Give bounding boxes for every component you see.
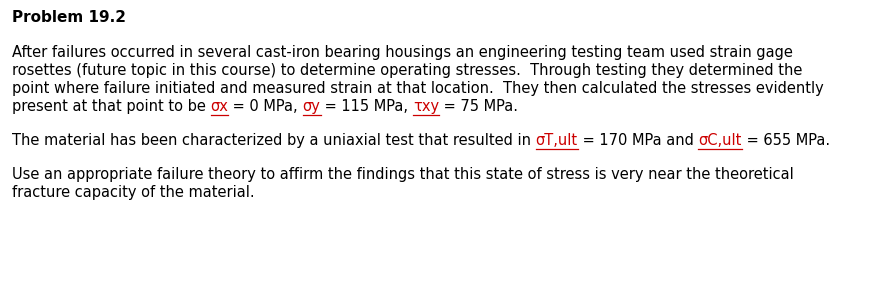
Text: The material has been characterized by a uniaxial test that resulted in: The material has been characterized by a… (12, 133, 536, 148)
Text: = 655 MPa.: = 655 MPa. (742, 133, 830, 148)
Text: point where failure initiated and measured strain at that location.  They then c: point where failure initiated and measur… (12, 81, 824, 96)
Text: rosettes (future topic in this course) to determine operating stresses.  Through: rosettes (future topic in this course) t… (12, 63, 802, 78)
Text: σC,ult: σC,ult (698, 133, 742, 148)
Text: τxy: τxy (413, 99, 439, 114)
Text: σT,ult: σT,ult (536, 133, 578, 148)
Text: = 75 MPa.: = 75 MPa. (439, 99, 518, 114)
Text: σx: σx (210, 99, 228, 114)
Text: σy: σy (303, 99, 320, 114)
Text: Use an appropriate failure theory to affirm the findings that this state of stre: Use an appropriate failure theory to aff… (12, 167, 794, 182)
Text: After failures occurred in several cast-iron bearing housings an engineering tes: After failures occurred in several cast-… (12, 45, 793, 60)
Text: = 0 MPa,: = 0 MPa, (228, 99, 303, 114)
Text: = 115 MPa,: = 115 MPa, (320, 99, 413, 114)
Text: fracture capacity of the material.: fracture capacity of the material. (12, 185, 254, 200)
Text: Problem 19.2: Problem 19.2 (12, 10, 126, 25)
Text: = 170 MPa and: = 170 MPa and (578, 133, 698, 148)
Text: present at that point to be: present at that point to be (12, 99, 210, 114)
